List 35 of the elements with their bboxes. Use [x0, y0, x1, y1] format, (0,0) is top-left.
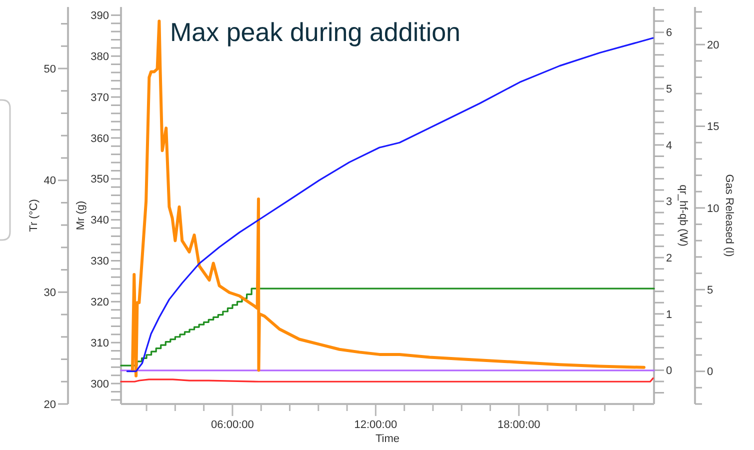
- y-tick-label: 350: [90, 174, 109, 186]
- x-tick-label: 18:00:00: [497, 419, 540, 431]
- y2-tick-label: 2: [666, 252, 672, 264]
- y3-axis-title: Tr (°C): [28, 199, 40, 232]
- y-axis-title: Mr (g): [74, 200, 87, 230]
- y-axis-title: Gas Released (l): [723, 174, 736, 257]
- y2-tick-label: 1: [666, 308, 672, 321]
- y-tick-label: 360: [90, 132, 109, 145]
- y-tick-label: 15: [707, 121, 720, 134]
- y-tick-label: 300: [90, 378, 109, 390]
- x-tick-label: 06:00:00: [211, 419, 254, 431]
- y2-tick-label: 0: [666, 365, 672, 378]
- y-tick-label: 380: [90, 50, 109, 63]
- y-tick-label: 370: [90, 92, 109, 104]
- y3-tick-label: 20: [44, 398, 56, 411]
- chart-title: Max peak during addition: [170, 17, 461, 47]
- y-tick-label: 330: [90, 256, 109, 268]
- y2-tick-label: 6: [666, 27, 672, 40]
- y2-tick-label: 3: [666, 196, 672, 208]
- y-tick-label: 10: [707, 202, 720, 215]
- y3-tick-label: 40: [44, 175, 56, 188]
- y2-tick-label: 4: [666, 140, 672, 152]
- y-tick-label: 20: [707, 39, 720, 52]
- y2-axis-title: qr_hf-qb (W): [677, 184, 690, 246]
- y-tick-label: 5: [707, 284, 714, 296]
- y-tick-label: 320: [90, 296, 109, 309]
- y3-tick-label: 50: [44, 63, 56, 76]
- x-tick-label: 12:00:00: [354, 419, 398, 431]
- x-axis-title: Time: [375, 433, 400, 445]
- y-tick-label: 340: [90, 214, 109, 227]
- y3-tick-label: 30: [44, 287, 56, 300]
- y2-tick-label: 5: [666, 84, 672, 96]
- y-tick-label: 310: [90, 337, 109, 350]
- y-tick-label: 390: [90, 10, 109, 22]
- y-tick-label: 0: [707, 366, 714, 378]
